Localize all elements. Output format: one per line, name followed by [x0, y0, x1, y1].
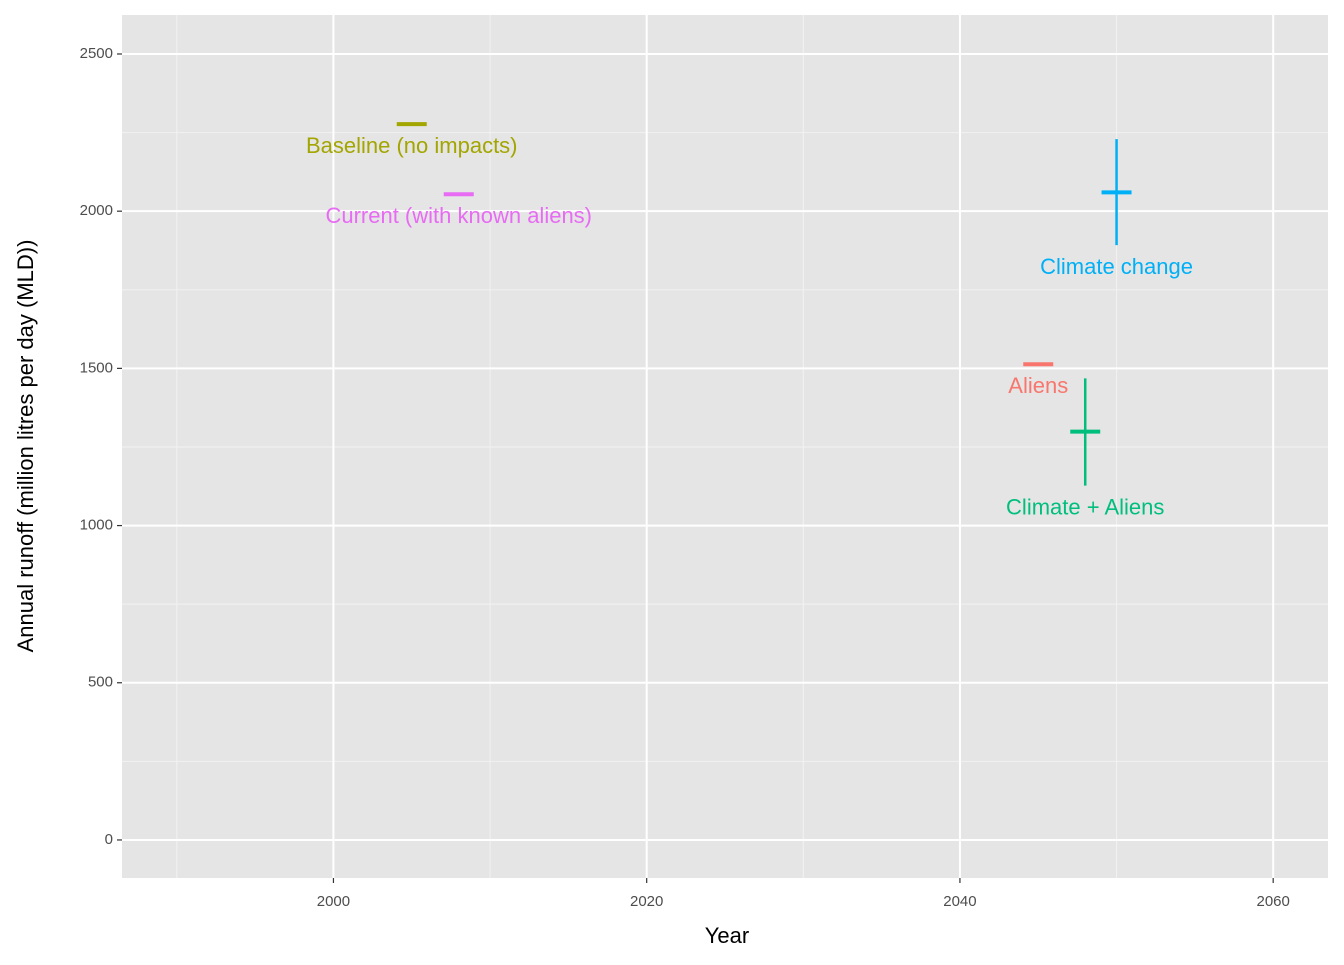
- x-tick-label: 2020: [630, 893, 663, 910]
- y-tick-label: 1500: [80, 359, 113, 376]
- y-tick-label: 0: [105, 831, 113, 848]
- point-label: Climate change: [1040, 254, 1193, 279]
- x-axis-title: Year: [705, 923, 749, 948]
- x-tick-label: 2040: [943, 893, 976, 910]
- y-tick-label: 1000: [80, 517, 113, 534]
- x-tick-label: 2060: [1256, 893, 1289, 910]
- y-tick-label: 500: [88, 674, 113, 691]
- point-label: Aliens: [1008, 373, 1068, 398]
- point-label: Climate + Aliens: [1006, 494, 1164, 519]
- x-tick-label: 2000: [317, 893, 350, 910]
- y-tick-label: 2500: [80, 45, 113, 62]
- point-label: Current (with known aliens): [325, 203, 592, 228]
- point-label: Baseline (no impacts): [306, 133, 518, 158]
- y-axis-title: Annual runoff (million litres per day (M…: [13, 240, 38, 653]
- y-tick-label: 2000: [80, 202, 113, 219]
